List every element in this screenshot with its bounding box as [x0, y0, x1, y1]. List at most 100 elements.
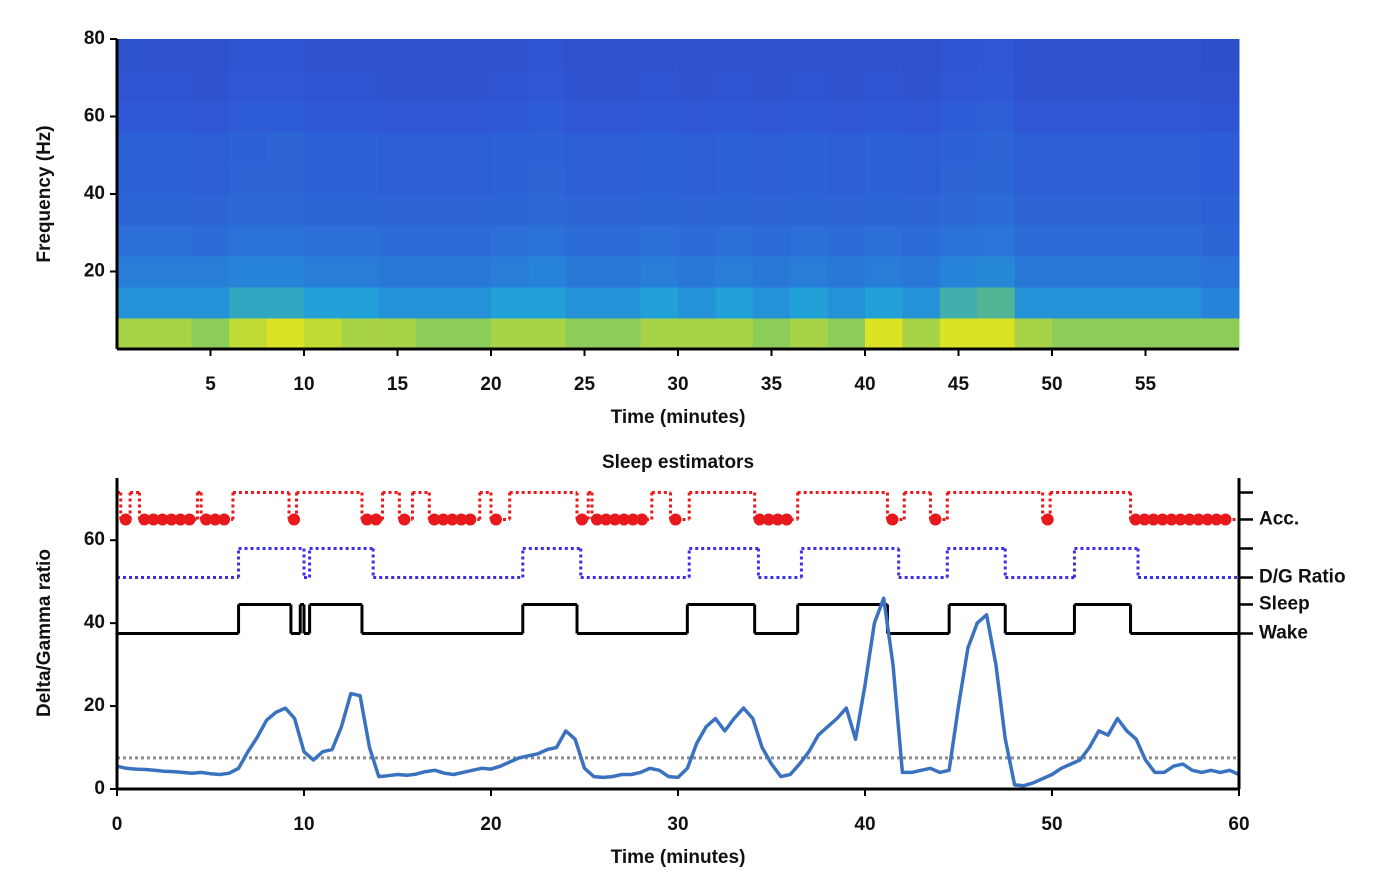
heatmap-cell	[229, 287, 268, 319]
heatmap-cell	[378, 101, 417, 133]
heatmap-cell	[752, 39, 791, 71]
heatmap-cell	[790, 39, 829, 71]
heatmap-cell	[1089, 287, 1128, 319]
heatmap-cell	[117, 194, 155, 226]
heatmap-cell	[678, 163, 716, 195]
heatmap-cell	[752, 318, 791, 350]
heatmap-cell	[902, 318, 941, 350]
x-tick-label: 45	[948, 374, 970, 395]
heatmap-cell	[827, 101, 866, 133]
heatmap-cell	[453, 287, 492, 319]
heatmap-cell	[266, 318, 305, 350]
heatmap-cell	[1089, 318, 1128, 350]
heatmap-cell	[603, 287, 642, 319]
heatmap-cell	[752, 132, 791, 164]
heatmap-cell	[191, 163, 230, 195]
heatmap-cell	[865, 256, 903, 288]
y2-tick-label: Sleep	[1259, 593, 1310, 614]
heatmap-cell	[491, 39, 529, 71]
heatmap-cell	[939, 101, 978, 133]
heatmap-cell	[191, 225, 230, 257]
heatmap-cell	[117, 318, 155, 350]
heatmap-cell	[603, 225, 642, 257]
heatmap-cell	[977, 256, 1016, 288]
heatmap-cell	[1164, 101, 1203, 133]
heatmap-cell	[1126, 287, 1165, 319]
heatmap-cell	[304, 163, 342, 195]
heatmap-cell	[528, 39, 567, 71]
heatmap-cell	[416, 132, 455, 164]
heatmap-cell	[528, 132, 567, 164]
heatmap-cell	[790, 70, 829, 102]
heatmap-cell	[1126, 194, 1165, 226]
heatmap-cell	[416, 194, 455, 226]
heatmap-cell	[827, 256, 866, 288]
heatmap-cell	[827, 318, 866, 350]
heatmap-cell	[528, 70, 567, 102]
heatmap-cell	[939, 318, 978, 350]
heatmap-cell	[229, 194, 268, 226]
heatmap-cell	[341, 318, 380, 350]
heatmap-cell	[1164, 287, 1203, 319]
heatmap-cell	[1126, 132, 1165, 164]
heatmap-cell	[154, 194, 193, 226]
heatmap-cell	[865, 163, 903, 195]
heatmap-cell	[715, 225, 754, 257]
heatmap-cell	[565, 225, 604, 257]
x-tick-label: 35	[761, 374, 783, 395]
heatmap-cell	[977, 39, 1016, 71]
heatmap-cell	[1126, 39, 1165, 71]
heatmap-cell	[640, 39, 679, 71]
heatmap-cell	[1014, 132, 1053, 164]
heatmap-cell	[229, 225, 268, 257]
heatmap-cell	[565, 70, 604, 102]
heatmap-cell	[678, 132, 716, 164]
heatmap-cell	[1164, 132, 1203, 164]
heatmap-cell	[416, 39, 455, 71]
heatmap-cell	[715, 70, 754, 102]
heatmap-cell	[491, 132, 529, 164]
heatmap-cell	[154, 287, 193, 319]
heatmap-cell	[266, 39, 305, 71]
heatmap-cell	[1164, 163, 1203, 195]
y-tick-label: 80	[84, 28, 105, 49]
heatmap-cell	[528, 256, 567, 288]
heatmap-cell	[678, 318, 716, 350]
heatmap-cell	[528, 163, 567, 195]
heatmap-cell	[865, 70, 903, 102]
heatmap-cell	[191, 101, 230, 133]
y2-tick-label: D/G Ratio	[1259, 567, 1346, 588]
x-tick-label: 10	[293, 814, 314, 835]
heatmap-cell	[1014, 101, 1053, 133]
heatmap-cell	[1052, 70, 1090, 102]
heatmap-cell	[117, 70, 155, 102]
heatmap-cell	[1014, 194, 1053, 226]
heatmap-cell	[1089, 225, 1128, 257]
x-tick-label: 40	[854, 814, 875, 835]
heatmap-cell	[865, 318, 903, 350]
heatmap-cell	[790, 287, 829, 319]
heatmap-cell	[640, 256, 679, 288]
heatmap-cell	[865, 132, 903, 164]
heatmap-cell	[640, 225, 679, 257]
heatmap-cell	[1014, 70, 1053, 102]
heatmap-cell	[304, 225, 342, 257]
heatmap-cell	[304, 287, 342, 319]
heatmap-cell	[378, 287, 417, 319]
heatmap-cell	[341, 163, 380, 195]
heatmap-cell	[1201, 163, 1240, 195]
heatmap-cell	[678, 39, 716, 71]
heatmap-cell	[491, 194, 529, 226]
heatmap-cell	[154, 225, 193, 257]
x-tick-label: 55	[1135, 374, 1157, 395]
heatmap-cell	[1052, 101, 1090, 133]
heatmap-cell	[491, 318, 529, 350]
x-axis-label: Time (minutes)	[611, 847, 746, 868]
heatmap-cell	[453, 101, 492, 133]
heatmap-cell	[1164, 194, 1203, 226]
heatmap-cell	[715, 101, 754, 133]
heatmap-cell	[977, 287, 1016, 319]
x-tick-label: 30	[667, 374, 688, 395]
heatmap-cell	[678, 101, 716, 133]
heatmap-cell	[603, 163, 642, 195]
